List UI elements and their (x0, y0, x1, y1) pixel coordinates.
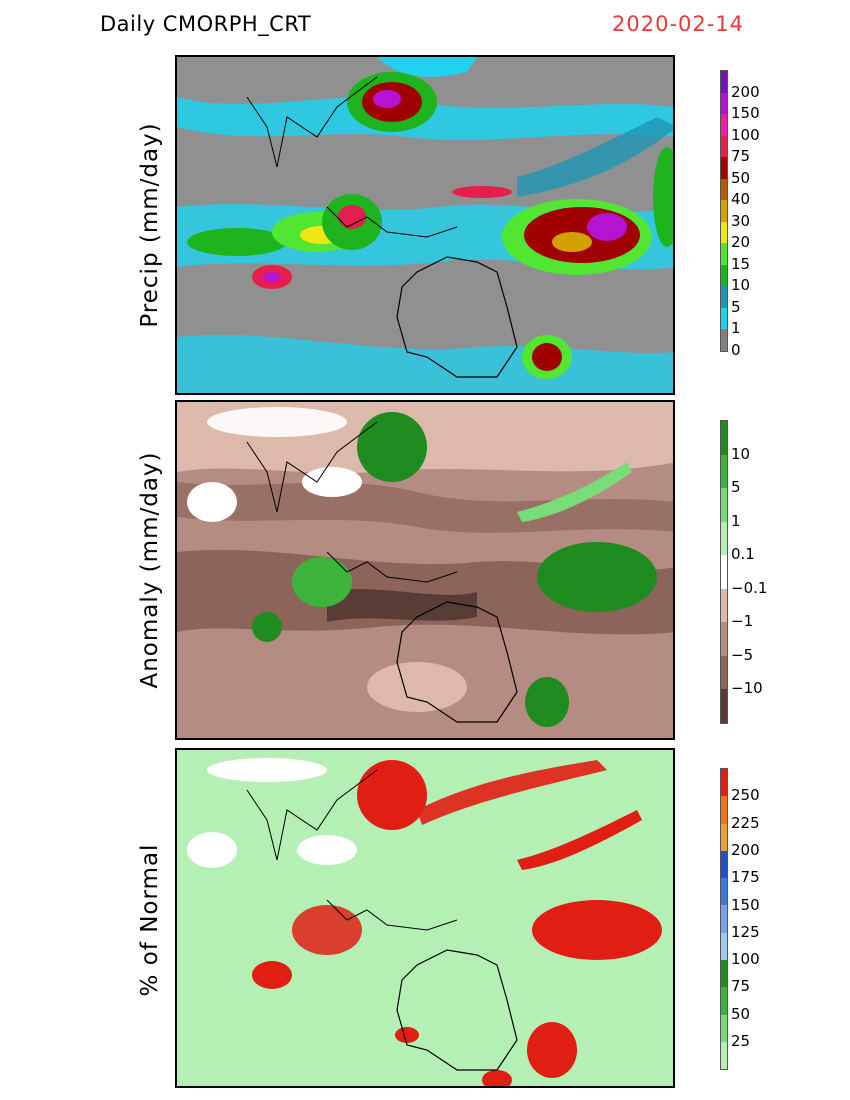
chart-title: Daily CMORPH_CRT (100, 12, 312, 36)
colorbar-segment (721, 135, 727, 157)
colorbar-tick-label: 125 (731, 922, 760, 941)
colorbar-segment (721, 1014, 727, 1042)
colorbar-tick-label: 50 (731, 168, 751, 187)
colorbar-tick-label: 250 (731, 786, 760, 805)
colorbar-tick-label: 150 (731, 104, 760, 122)
colorbar-tick-label: 150 (731, 895, 760, 914)
colorbar-segment (721, 521, 727, 555)
colorbar-segment (721, 796, 727, 824)
colorbar-tick-label: −5 (731, 645, 754, 664)
percent-normal-colorbar (720, 768, 728, 1071)
colorbar-segment (721, 421, 727, 455)
colorbar-segment (721, 488, 727, 522)
colorbar-segment (721, 960, 727, 988)
colorbar-tick-label: 10 (731, 276, 751, 294)
anomaly-map-panel (175, 400, 675, 740)
colorbar-segment (721, 221, 727, 243)
colorbar-segment (721, 329, 727, 351)
colorbar-segment (721, 905, 727, 933)
colorbar-tick-label: 75 (731, 977, 751, 996)
percent-normal-map-panel (175, 748, 675, 1088)
colorbar-tick-label: 15 (731, 254, 751, 273)
colorbar-tick-label: 100 (731, 950, 760, 969)
colorbar-tick-label: 50 (731, 1004, 751, 1023)
precip-ylabel: Precip (mm/day) (137, 122, 163, 328)
colorbar-tick-label: 25 (731, 1032, 751, 1050)
colorbar-tick-label: 200 (731, 840, 760, 859)
colorbar-segment (721, 987, 727, 1015)
colorbar-segment (721, 932, 727, 961)
colorbar-tick-label: 1 (731, 319, 741, 337)
colorbar-segment (721, 286, 727, 308)
colorbar-segment (721, 243, 727, 265)
colorbar-segment (721, 157, 727, 179)
colorbar-tick-label: 175 (731, 868, 760, 887)
colorbar-tick-label: 0.1 (731, 545, 755, 563)
colorbar-segment (721, 178, 727, 200)
percent-normal-map (177, 750, 673, 1086)
colorbar-tick-label: 30 (731, 211, 751, 230)
colorbar-tick-label: −0.1 (731, 578, 768, 597)
colorbar-tick-label: 225 (731, 813, 760, 832)
colorbar-segment (721, 92, 727, 114)
colorbar-tick-label: 200 (731, 82, 760, 101)
percent-normal-ylabel: % of Normal (137, 843, 163, 997)
colorbar-tick-label: −10 (731, 679, 763, 697)
chart-date: 2020-02-14 (612, 12, 745, 36)
colorbar-segment (721, 555, 727, 589)
colorbar-tick-label: 100 (731, 125, 760, 144)
precip-map-panel (175, 55, 675, 395)
colorbar-segment (721, 114, 727, 136)
colorbar-tick-label: −1 (731, 612, 754, 630)
colorbar-tick-label: 1 (731, 511, 741, 530)
colorbar-segment (721, 307, 727, 329)
colorbar-tick-label: 20 (731, 233, 751, 251)
anomaly-map (177, 402, 673, 738)
anomaly-ylabel: Anomaly (mm/day) (137, 451, 163, 689)
colorbar-segment (721, 454, 727, 488)
precip-map (177, 57, 673, 393)
colorbar-segment (721, 71, 727, 93)
colorbar-segment (721, 850, 727, 879)
colorbar-segment (721, 689, 727, 723)
colorbar-segment (721, 769, 727, 797)
colorbar-segment (721, 264, 727, 286)
anomaly-colorbar (720, 420, 728, 724)
colorbar-segment (721, 200, 727, 222)
colorbar-segment (721, 823, 727, 851)
colorbar-segment (721, 588, 727, 622)
colorbar-tick-label: 5 (731, 297, 741, 316)
colorbar-segment (721, 878, 727, 906)
precip-colorbar (720, 70, 728, 352)
colorbar-segment (721, 1041, 727, 1070)
colorbar-segment (721, 622, 727, 656)
colorbar-tick-label: 5 (731, 478, 741, 496)
colorbar-segment (721, 655, 727, 689)
colorbar-tick-label: 0 (731, 340, 741, 359)
colorbar-tick-label: 40 (731, 190, 751, 208)
colorbar-tick-label: 10 (731, 444, 751, 463)
colorbar-tick-label: 75 (731, 147, 751, 165)
